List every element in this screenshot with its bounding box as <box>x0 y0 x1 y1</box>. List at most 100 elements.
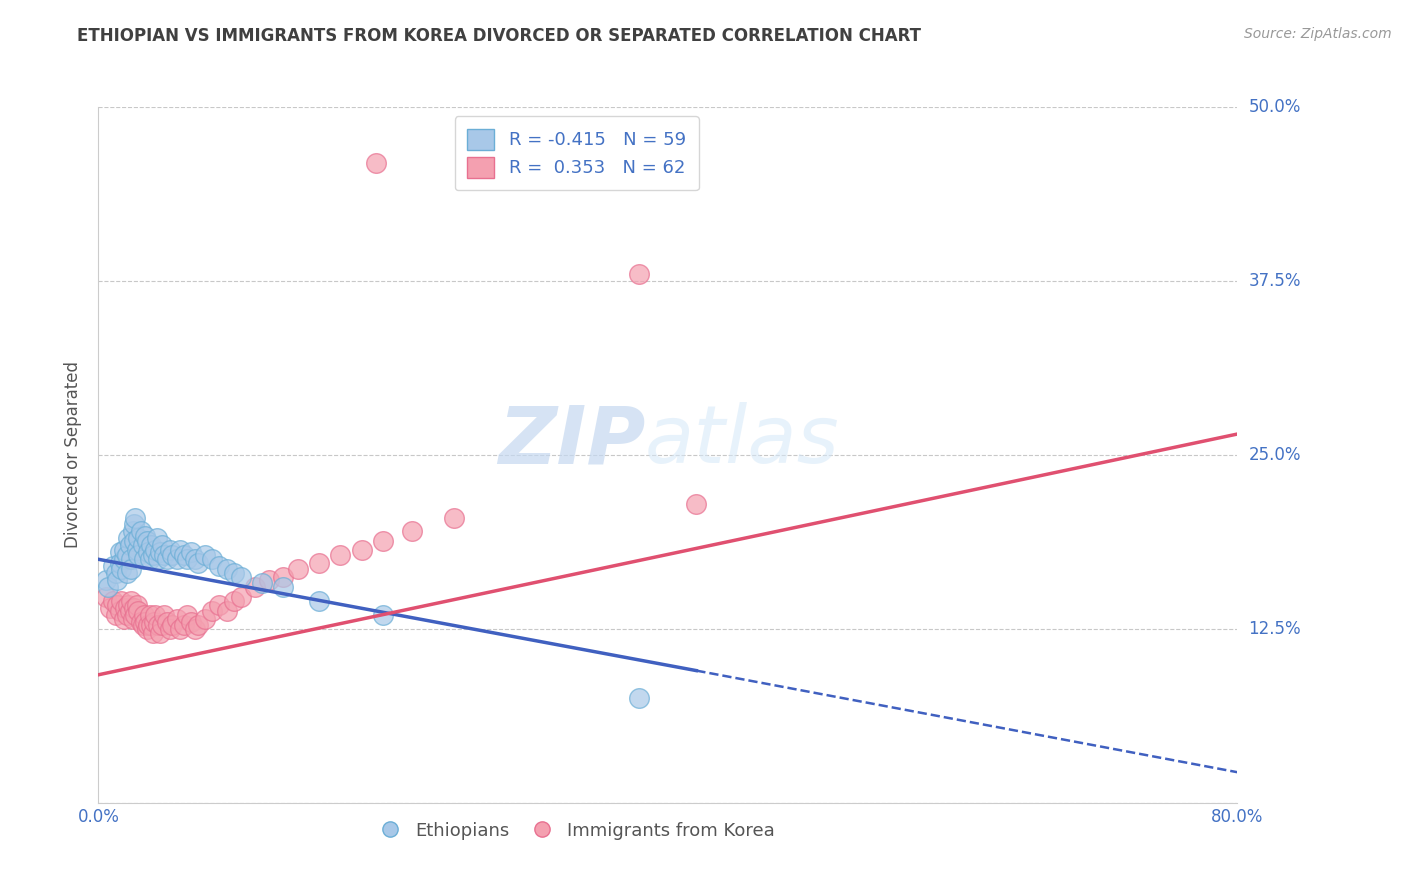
Point <box>628 691 651 706</box>
Point <box>120 562 142 576</box>
Point <box>138 607 160 622</box>
Point <box>104 607 127 622</box>
Point <box>135 622 157 636</box>
Point <box>115 548 138 562</box>
Point <box>112 542 135 557</box>
Point <box>125 598 148 612</box>
Text: Source: ZipAtlas.com: Source: ZipAtlas.com <box>1244 27 1392 41</box>
Point <box>208 559 231 574</box>
Point <box>127 604 149 618</box>
Point <box>184 552 207 566</box>
Text: ZIP: ZIP <box>498 402 645 480</box>
Point <box>141 626 163 640</box>
Point <box>685 497 707 511</box>
Point <box>121 612 143 626</box>
Text: 37.5%: 37.5% <box>1249 272 1301 290</box>
Point <box>118 604 141 618</box>
Point <box>115 607 138 622</box>
Point <box>94 590 117 604</box>
Point <box>259 573 281 587</box>
Point <box>166 612 188 626</box>
Point <box>142 615 165 629</box>
Point <box>139 617 162 632</box>
Point <box>108 604 131 618</box>
Point <box>138 552 160 566</box>
Point <box>159 542 181 557</box>
Point <box>194 612 217 626</box>
Point <box>156 552 179 566</box>
Point <box>134 615 156 629</box>
Point <box>149 545 172 559</box>
Point <box>208 598 231 612</box>
Point <box>373 534 395 549</box>
Point <box>229 570 252 584</box>
Point <box>156 615 179 629</box>
Point <box>443 510 465 524</box>
Point <box>201 604 224 618</box>
Point <box>184 622 207 636</box>
Point <box>308 594 330 608</box>
Point <box>152 617 174 632</box>
Point <box>135 534 157 549</box>
Point <box>141 548 163 562</box>
Point <box>153 607 176 622</box>
Point <box>169 542 191 557</box>
Point <box>136 545 159 559</box>
Point <box>273 570 295 584</box>
Point <box>129 615 152 629</box>
Point <box>108 557 131 571</box>
Point <box>152 538 174 552</box>
Point <box>134 528 156 542</box>
Point <box>94 573 117 587</box>
Point <box>131 538 153 552</box>
Point <box>139 538 162 552</box>
Point <box>122 601 145 615</box>
Point <box>122 534 145 549</box>
Point <box>148 617 170 632</box>
Point <box>159 622 181 636</box>
Legend: Ethiopians, Immigrants from Korea: Ethiopians, Immigrants from Korea <box>370 814 783 849</box>
Point <box>350 542 373 557</box>
Point <box>250 576 273 591</box>
Point <box>194 548 217 562</box>
Point <box>153 548 176 562</box>
Point <box>287 562 309 576</box>
Point <box>132 607 155 622</box>
Point <box>117 598 139 612</box>
Point <box>166 552 188 566</box>
Point <box>173 617 195 632</box>
Y-axis label: Divorced or Separated: Divorced or Separated <box>65 361 83 549</box>
Point <box>229 590 252 604</box>
Text: ETHIOPIAN VS IMMIGRANTS FROM KOREA DIVORCED OR SEPARATED CORRELATION CHART: ETHIOPIAN VS IMMIGRANTS FROM KOREA DIVOR… <box>77 27 921 45</box>
Point <box>112 612 135 626</box>
Point <box>110 562 132 576</box>
Point <box>136 617 159 632</box>
Point <box>114 601 136 615</box>
Point <box>162 548 184 562</box>
Point <box>125 542 148 557</box>
Point <box>131 617 153 632</box>
Point <box>124 510 146 524</box>
Point <box>120 594 142 608</box>
Point <box>105 598 128 612</box>
Point <box>127 532 149 546</box>
Point <box>628 267 651 281</box>
Point <box>373 607 395 622</box>
Point <box>222 594 245 608</box>
Point <box>243 580 266 594</box>
Point <box>149 626 172 640</box>
Text: 25.0%: 25.0% <box>1249 446 1301 464</box>
Point <box>108 545 131 559</box>
Point <box>180 545 202 559</box>
Text: atlas: atlas <box>645 402 839 480</box>
Point <box>145 607 167 622</box>
Point <box>215 604 238 618</box>
Point <box>146 532 169 546</box>
Point <box>176 552 198 566</box>
Point <box>364 155 387 169</box>
Point <box>105 573 128 587</box>
Point <box>329 548 352 562</box>
Point <box>120 552 142 566</box>
Point <box>97 580 120 594</box>
Point <box>122 517 145 532</box>
